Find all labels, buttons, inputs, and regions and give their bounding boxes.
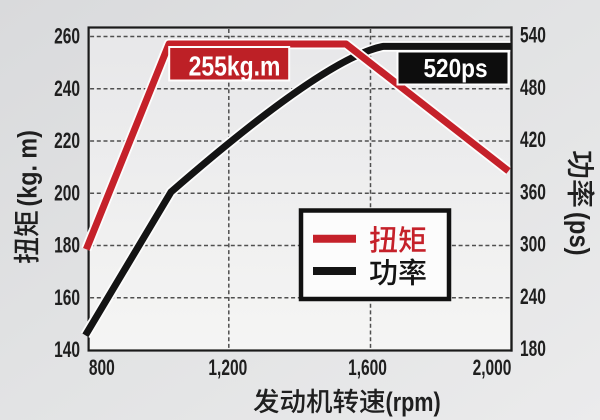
svg-text:480: 480 [520,76,546,100]
svg-text:240: 240 [520,285,546,309]
svg-text:1,200: 1,200 [208,356,247,380]
svg-text:520ps: 520ps [423,55,487,84]
svg-text:1,600: 1,600 [348,356,387,380]
svg-text:420: 420 [520,128,546,152]
svg-text:(kg. m): (kg. m) [13,130,43,206]
svg-text:140: 140 [54,338,80,362]
svg-text:255kg.m: 255kg.m [189,51,281,82]
svg-text:220: 220 [54,129,80,153]
svg-text:240: 240 [54,77,80,101]
svg-text:360: 360 [520,181,546,205]
svg-text:160: 160 [54,286,80,310]
svg-text:540: 540 [520,24,546,48]
svg-text:(ps): (ps) [564,212,596,256]
svg-text:180: 180 [54,234,80,258]
svg-text:260: 260 [54,25,80,49]
svg-text:200: 200 [54,182,80,206]
svg-text:300: 300 [520,233,546,257]
svg-text:800: 800 [89,356,115,380]
svg-text:(rpm): (rpm) [386,388,441,418]
svg-text:180: 180 [520,337,546,361]
svg-text:2,000: 2,000 [473,356,512,380]
